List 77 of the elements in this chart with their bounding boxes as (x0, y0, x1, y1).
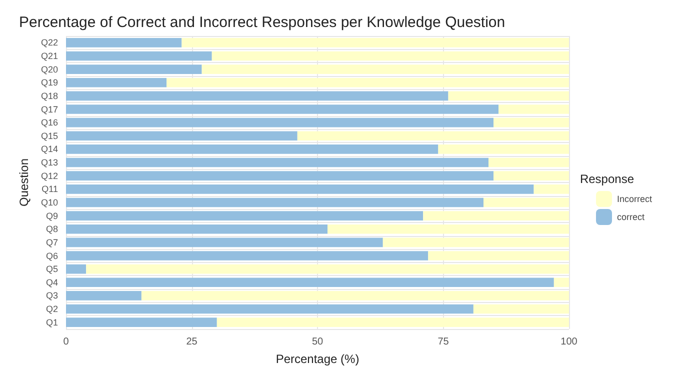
x-tick-label: 25 (186, 336, 198, 348)
bar (534, 184, 569, 194)
y-tick-label: Q15 (40, 130, 58, 141)
bar (473, 304, 569, 314)
y-tick-label: Q21 (40, 50, 58, 61)
y-tick-label: Q3 (46, 290, 58, 301)
x-tick-label: 0 (63, 336, 70, 348)
bar (66, 38, 182, 48)
bar (66, 171, 494, 180)
bar (141, 291, 569, 300)
bar (66, 304, 474, 314)
x-axis-title: Percentage (%) (276, 352, 360, 366)
bar (66, 251, 428, 260)
bar (498, 104, 569, 114)
bar (66, 158, 489, 168)
bar (66, 184, 534, 194)
bar (66, 291, 142, 300)
bar (423, 211, 569, 220)
x-tick-label: 75 (438, 336, 450, 348)
bar (212, 51, 569, 61)
y-tick-label: Q13 (40, 158, 58, 168)
bar (66, 104, 499, 114)
bar (86, 264, 569, 274)
bar (66, 144, 438, 154)
y-tick-label: Q20 (40, 64, 58, 74)
bar (66, 238, 383, 248)
chart-title: Percentage of Correct and Incorrect Responses per Knowledge Question (19, 14, 506, 31)
y-tick-label: Q11 (42, 184, 58, 194)
bar (66, 318, 217, 327)
bar (66, 91, 448, 101)
y-tick-label: Q6 (46, 250, 58, 261)
legend-label: Incorrect (616, 194, 652, 204)
bar (202, 64, 569, 74)
y-tick-label: Q12 (40, 170, 58, 181)
bar (66, 211, 424, 220)
bar (428, 251, 569, 260)
y-tick-label: Q19 (40, 78, 58, 88)
bar (494, 118, 569, 128)
x-tick-label: 50 (312, 336, 324, 348)
bar (66, 278, 554, 288)
bar (66, 198, 484, 208)
bar (438, 144, 569, 154)
y-tick-label: Q22 (40, 38, 58, 48)
bar (66, 131, 298, 141)
x-tick-label: 100 (560, 336, 578, 348)
y-tick-label: Q16 (40, 118, 58, 128)
y-tick-label: Q17 (40, 104, 58, 114)
bar (66, 51, 212, 61)
y-tick-label: Q2 (46, 304, 58, 314)
bar (66, 64, 202, 74)
bar (216, 318, 569, 327)
bar (382, 238, 569, 248)
bar (328, 224, 569, 234)
y-tick-label: Q9 (46, 210, 58, 221)
y-tick-label: Q1 (46, 317, 58, 328)
y-tick-label: Q7 (46, 237, 58, 248)
bar (66, 118, 494, 128)
y-tick-label: Q4 (46, 277, 58, 288)
bar (297, 131, 569, 141)
bar (66, 78, 167, 88)
bar (483, 198, 569, 208)
bar (66, 224, 328, 234)
y-tick-label: Q10 (40, 197, 58, 208)
bar (66, 264, 86, 274)
bar (488, 158, 569, 168)
y-tick-label: Q18 (40, 90, 58, 101)
bar (448, 91, 569, 101)
y-tick-label: Q8 (46, 224, 58, 234)
bar (554, 278, 569, 288)
y-axis-title: Question (17, 158, 32, 207)
y-tick-label: Q14 (40, 144, 58, 154)
bar (494, 171, 569, 180)
legend-label: correct (616, 212, 645, 222)
bar (182, 38, 569, 48)
legend-title: Response (580, 172, 634, 186)
bar (166, 78, 569, 88)
y-tick-label: Q5 (46, 264, 58, 274)
